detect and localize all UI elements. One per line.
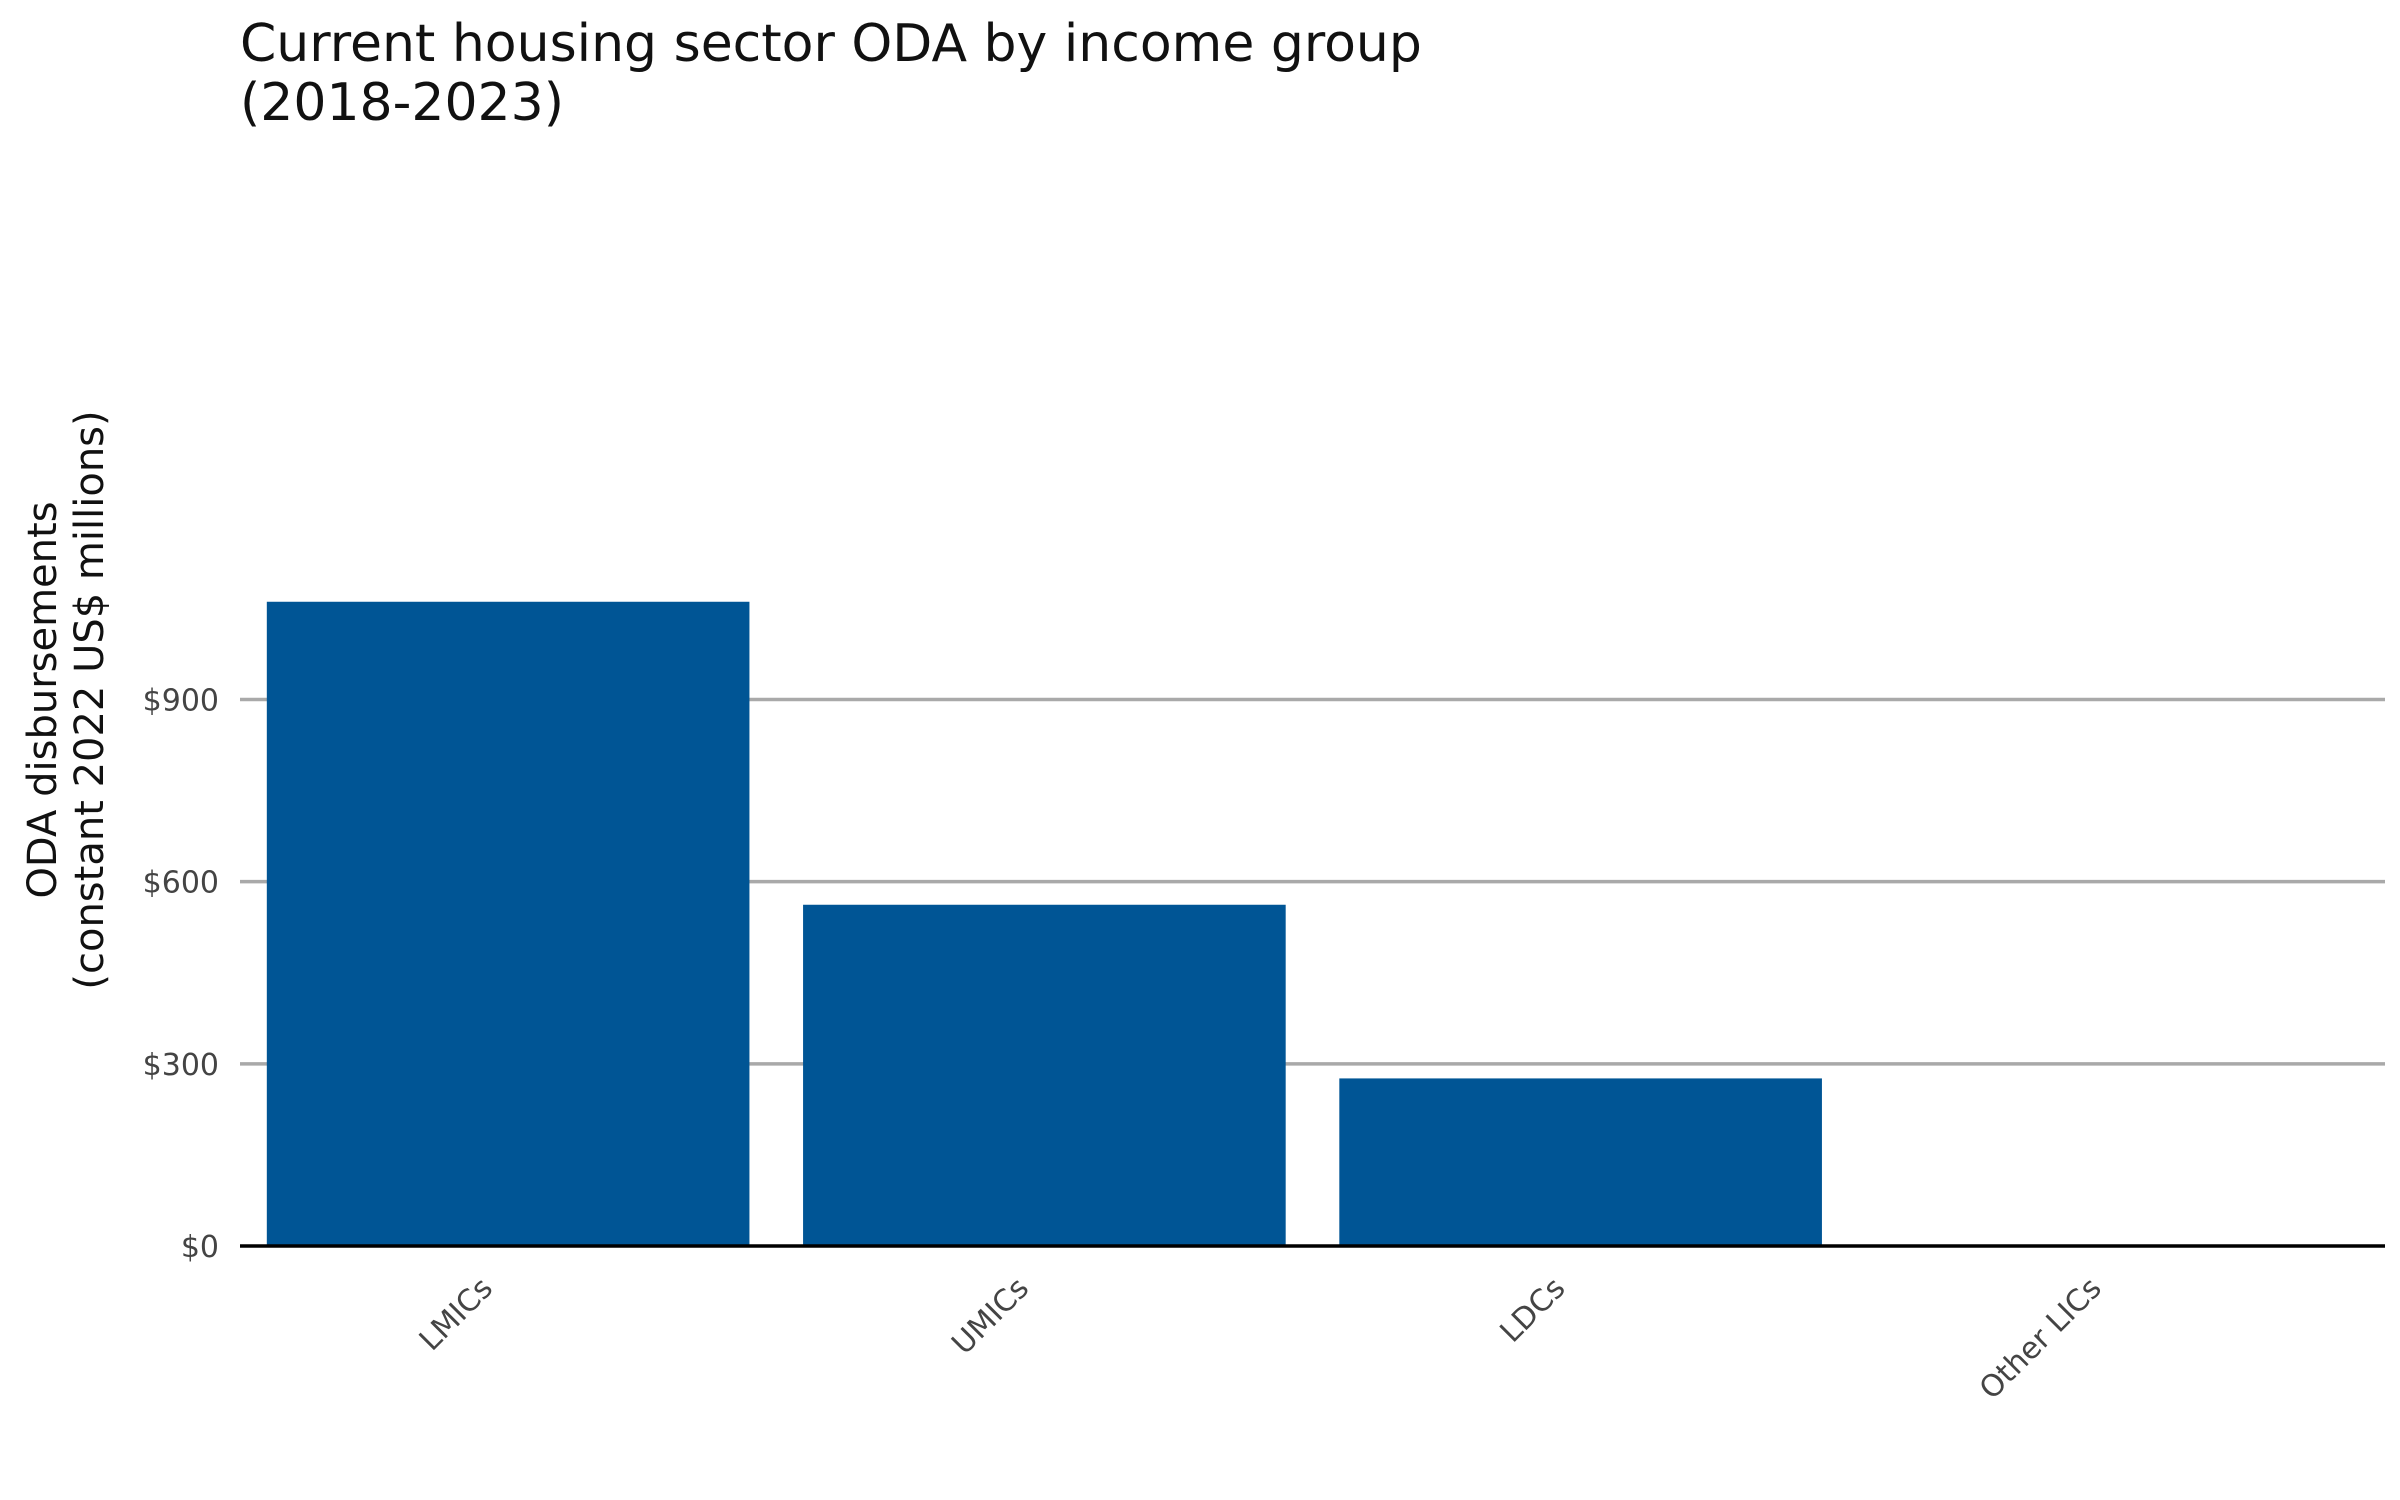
x-tick-label: LDCs xyxy=(1494,1271,1573,1350)
bar xyxy=(803,904,1286,1246)
x-axis-ticks: LMICs UMICs LDCs Other LICs xyxy=(413,1271,2109,1407)
y-tick-label: $0 xyxy=(181,1230,219,1265)
y-tick-label: $900 xyxy=(143,684,219,719)
x-tick-label: Other LICs xyxy=(1973,1271,2109,1407)
x-tick-label: UMICs xyxy=(945,1271,1036,1362)
y-tick-label: $600 xyxy=(143,866,219,901)
chart-title-line-2: (2018-2023) xyxy=(240,73,564,133)
chart-title-line-1: Current housing sector ODA by income gro… xyxy=(240,14,1422,74)
y-tick-label: $300 xyxy=(143,1048,219,1083)
chart-title: Current housing sector ODA by income gro… xyxy=(240,14,1422,133)
y-axis-ticks: $0 $300 $600 $900 xyxy=(143,684,219,1265)
y-axis-label: ODA disbursements (constant 2022 US$ mil… xyxy=(20,410,113,989)
y-axis-label-line-1: ODA disbursements xyxy=(20,501,66,898)
y-axis-label-line-2: (constant 2022 US$ millions) xyxy=(67,410,113,989)
x-tick-label: LMICs xyxy=(413,1271,500,1358)
bars xyxy=(266,601,2359,1246)
bar xyxy=(266,601,750,1246)
bar xyxy=(1339,1078,1822,1246)
